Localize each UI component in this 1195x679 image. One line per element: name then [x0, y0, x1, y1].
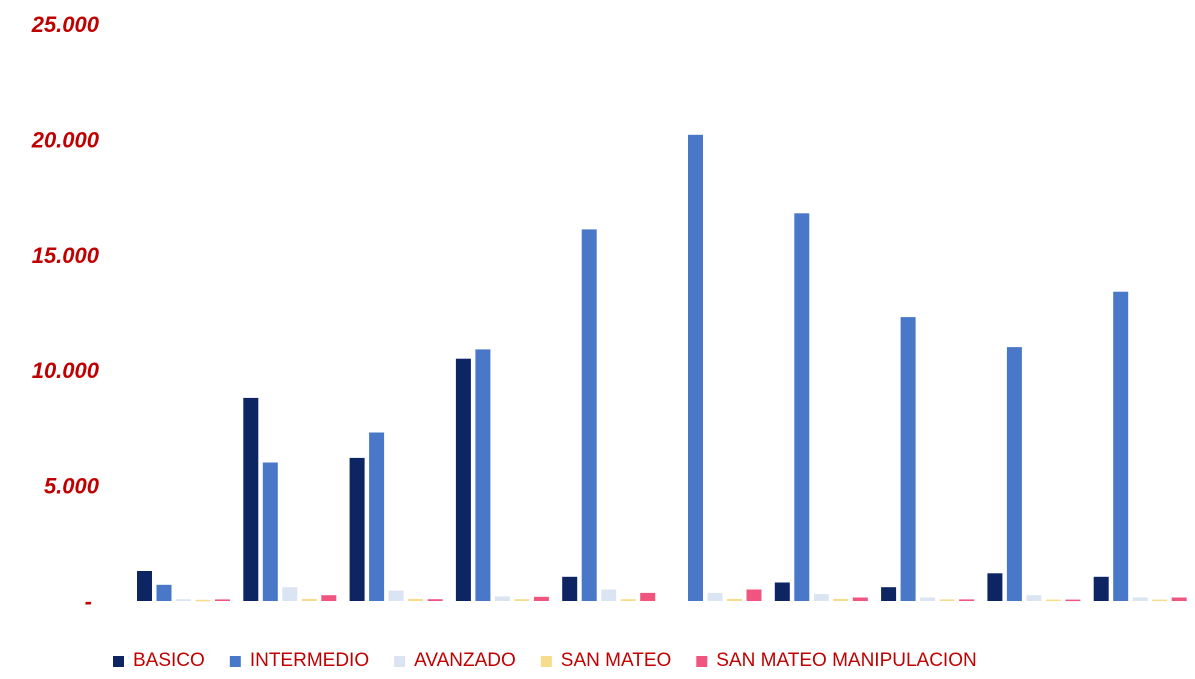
bar-san-mateo-manipulacion — [959, 599, 975, 601]
bar-san-mateo — [514, 599, 530, 601]
category-group — [137, 571, 230, 602]
bar-basico — [349, 457, 365, 601]
bar-san-mateo-manipulacion — [852, 597, 868, 601]
bar-san-mateo-manipulacion — [640, 592, 656, 601]
bar-avanzado — [707, 592, 723, 601]
y-tick-label: 25.000 — [31, 12, 100, 37]
legend-label: BASICO — [133, 650, 205, 671]
bar-san-mateo — [727, 598, 742, 601]
legend-item: SAN MATEO — [540, 650, 672, 671]
bar-basico — [1093, 576, 1109, 601]
bar-intermedio — [475, 349, 491, 601]
y-axis: - 5.000 10.000 15.000 20.000 25.000 — [31, 12, 100, 614]
category-group — [243, 397, 337, 601]
bar-san-mateo-manipulacion — [427, 599, 443, 601]
bar-basico — [455, 358, 471, 601]
legend: BASICO INTERMEDIO AVANZADO SAN MATEO SAN MAT… — [113, 650, 977, 671]
bar-avanzado — [282, 587, 298, 601]
bar-san-mateo — [939, 599, 955, 601]
bar-san-mateo — [833, 598, 849, 601]
category-group — [455, 349, 549, 601]
category-group — [987, 347, 1081, 602]
legend-swatch — [540, 656, 552, 667]
bar-intermedio — [369, 432, 385, 601]
bar-avanzado — [1132, 597, 1148, 601]
legend-swatch — [113, 656, 124, 667]
category-group — [688, 134, 762, 602]
bar-intermedio — [581, 229, 597, 601]
bar-san-mateo — [301, 598, 317, 601]
category-group — [349, 432, 443, 601]
bar-san-mateo-manipulacion — [215, 599, 230, 601]
legend-label: SAN MATEO MANIPULACION — [716, 650, 976, 671]
legend-swatch — [394, 656, 406, 667]
legend-swatch — [696, 656, 708, 667]
bar-basico — [774, 582, 790, 601]
legend-label: SAN MATEO — [561, 650, 672, 671]
plot-area — [137, 134, 1187, 602]
bar-san-mateo — [408, 598, 424, 601]
bar-basico — [881, 587, 897, 601]
bar-san-mateo — [1152, 599, 1168, 602]
bar-intermedio — [156, 584, 172, 601]
bar-san-mateo-manipulacion — [533, 596, 549, 601]
bar-san-mateo-manipulacion — [321, 595, 337, 601]
bar-intermedio — [900, 317, 916, 601]
bar-avanzado — [813, 594, 829, 601]
bar-basico — [987, 573, 1003, 601]
bar-avanzado — [1026, 595, 1042, 601]
legend-item: BASICO — [113, 650, 205, 671]
bar-basico — [562, 576, 578, 601]
category-group — [1093, 291, 1187, 602]
legend-item: INTERMEDIO — [229, 650, 369, 671]
y-tick-label: 5.000 — [44, 474, 100, 499]
y-tick-label: 15.000 — [32, 243, 100, 268]
bar-intermedio — [262, 462, 278, 601]
bar-avanzado — [388, 590, 404, 601]
bar-basico — [137, 571, 152, 601]
bar-san-mateo-manipulacion — [746, 589, 762, 601]
legend-label: AVANZADO — [414, 650, 516, 671]
bar-intermedio — [794, 213, 810, 602]
legend-label: INTERMEDIO — [250, 650, 369, 671]
bar-avanzado — [176, 599, 191, 601]
bar-san-mateo-manipulacion — [1065, 599, 1081, 602]
bar-avanzado — [601, 589, 617, 601]
y-tick-label: 10.000 — [32, 358, 100, 383]
bar-intermedio — [1006, 347, 1022, 601]
legend-swatch — [229, 656, 241, 667]
category-group — [881, 317, 975, 601]
bar-san-mateo-manipulacion — [1171, 597, 1187, 601]
legend-item: AVANZADO — [394, 650, 516, 671]
y-tick-label: 20.000 — [31, 127, 100, 152]
bar-intermedio — [1113, 291, 1129, 601]
bar-basico — [243, 397, 259, 601]
category-group — [774, 213, 868, 602]
bar-avanzado — [494, 596, 510, 601]
bar-san-mateo — [1045, 599, 1061, 602]
category-group — [562, 229, 656, 601]
legend-item: SAN MATEO MANIPULACION — [696, 650, 977, 671]
bar-avanzado — [920, 597, 936, 601]
bar-intermedio — [688, 134, 703, 602]
bar-san-mateo — [195, 599, 211, 602]
y-tick-label: - — [85, 589, 92, 614]
bar-san-mateo — [620, 599, 636, 601]
